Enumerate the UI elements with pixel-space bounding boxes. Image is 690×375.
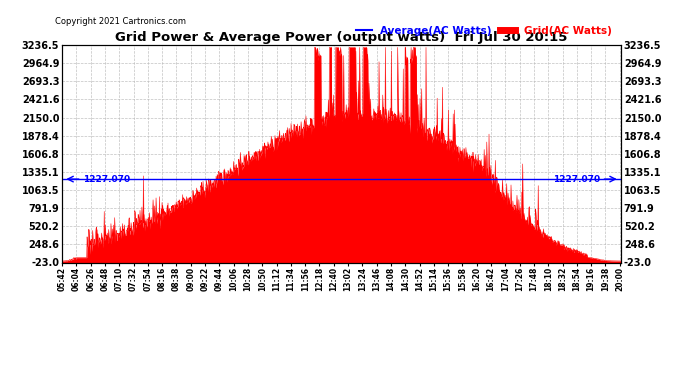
Text: 1227.070: 1227.070 — [553, 175, 600, 184]
Title: Grid Power & Average Power (output watts)  Fri Jul 30 20:15: Grid Power & Average Power (output watts… — [115, 31, 568, 44]
Text: Copyright 2021 Cartronics.com: Copyright 2021 Cartronics.com — [55, 17, 186, 26]
Text: 1227.070: 1227.070 — [83, 175, 130, 184]
Legend: Average(AC Watts), Grid(AC Watts): Average(AC Watts), Grid(AC Watts) — [352, 22, 615, 40]
